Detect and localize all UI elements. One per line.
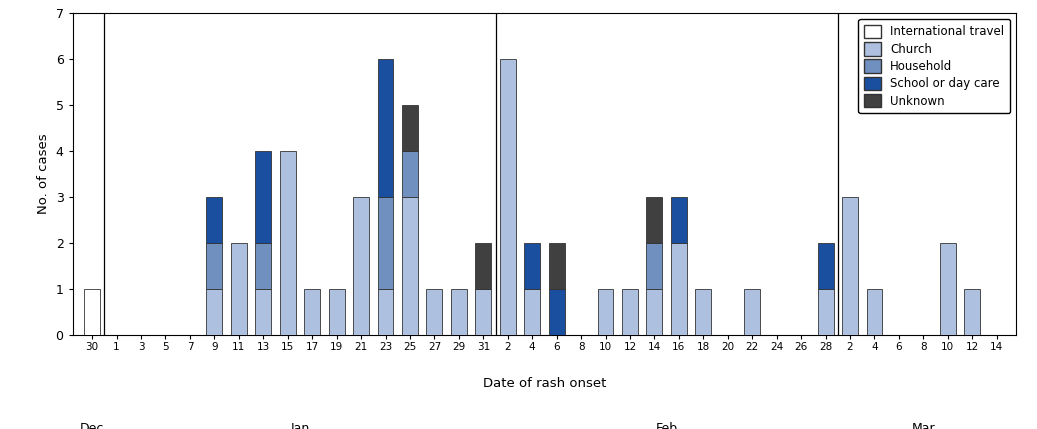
Bar <box>377 197 393 289</box>
Bar <box>206 289 222 335</box>
Bar <box>402 197 418 335</box>
Bar <box>549 289 564 335</box>
Bar <box>84 289 101 335</box>
Bar <box>354 197 369 335</box>
Bar <box>475 289 492 335</box>
Text: Feb: Feb <box>655 422 678 429</box>
Bar <box>671 243 686 335</box>
Bar <box>426 289 443 335</box>
Bar <box>206 197 222 243</box>
Bar <box>597 289 614 335</box>
Bar <box>940 243 956 335</box>
Bar <box>842 197 858 335</box>
Bar <box>206 243 222 289</box>
Bar <box>500 59 515 335</box>
Bar <box>867 289 882 335</box>
Bar <box>231 243 247 335</box>
Bar <box>329 289 344 335</box>
Bar <box>646 243 663 289</box>
Text: Dec: Dec <box>80 422 105 429</box>
Bar <box>377 289 393 335</box>
Bar <box>745 289 760 335</box>
Bar <box>671 197 686 243</box>
Bar <box>549 243 564 289</box>
Bar <box>817 289 834 335</box>
Text: Mar: Mar <box>912 422 935 429</box>
Bar <box>255 243 272 289</box>
Bar <box>451 289 467 335</box>
Bar <box>817 243 834 289</box>
Bar <box>304 289 320 335</box>
Bar <box>402 105 418 151</box>
Bar <box>646 197 663 243</box>
Bar <box>964 289 980 335</box>
X-axis label: Date of rash onset: Date of rash onset <box>483 377 606 390</box>
Bar <box>525 243 540 289</box>
Bar <box>646 289 663 335</box>
Bar <box>377 59 393 197</box>
Bar <box>622 289 638 335</box>
Legend: International travel, Church, Household, School or day care, Unknown: International travel, Church, Household,… <box>859 19 1010 113</box>
Bar <box>280 151 296 335</box>
Bar <box>255 151 272 243</box>
Y-axis label: No. of cases: No. of cases <box>37 133 50 214</box>
Bar <box>696 289 711 335</box>
Text: Jan: Jan <box>290 422 310 429</box>
Bar <box>475 243 492 289</box>
Bar <box>525 289 540 335</box>
Bar <box>402 151 418 197</box>
Bar <box>255 289 272 335</box>
